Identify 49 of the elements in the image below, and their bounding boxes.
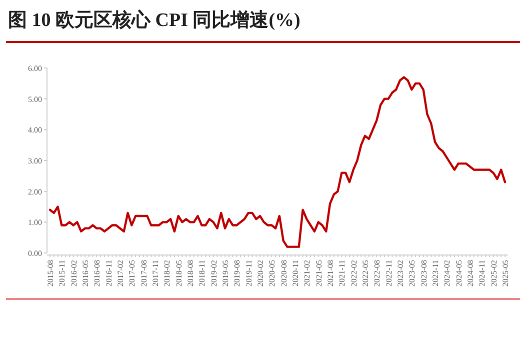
x-tick-label: 2017-08	[139, 260, 148, 287]
x-tick-label: 2019-08	[232, 260, 242, 287]
x-tick-label: 2019-11	[244, 260, 254, 286]
x-tick-label: 2024-08	[466, 260, 475, 287]
x-tick-label: 2022-11	[384, 260, 394, 286]
x-tick-label: 2020-08	[279, 260, 288, 287]
x-tick-label: 2017-11	[151, 260, 160, 286]
x-tick-label: 2025-02	[489, 260, 498, 287]
x-tick-label: 2019-05	[221, 260, 230, 287]
x-tick-label: 2017-02	[116, 260, 125, 287]
x-tick-label: 2016-08	[92, 260, 102, 287]
x-tick-label: 2021-11	[338, 260, 347, 286]
x-tick-label: 2018-11	[198, 260, 207, 286]
x-tick-label: 2015-08	[46, 260, 55, 287]
y-tick-label: 0.00	[28, 249, 42, 258]
x-tick-label: 2020-05	[268, 260, 277, 287]
x-tick-label: 2016-05	[81, 260, 90, 287]
x-tick-label: 2021-02	[302, 260, 312, 287]
x-tick-label: 2023-02	[396, 260, 405, 287]
x-tick-label: 2016-11	[104, 260, 114, 286]
y-tick-label: 2.00	[28, 187, 42, 196]
x-tick-label: 2022-02	[349, 260, 358, 287]
x-tick-label: 2023-05	[408, 260, 417, 287]
x-tick-label: 2018-02	[162, 260, 172, 287]
y-tick-label: 5.00	[28, 94, 42, 104]
x-tick-label: 2025-05	[501, 260, 510, 287]
x-tick-label: 2024-02	[442, 260, 452, 287]
line-series	[48, 76, 506, 248]
x-tick-label: 2023-11	[431, 260, 440, 286]
x-tick-label: 2024-11	[478, 260, 487, 286]
x-tick-label: 2018-08	[186, 260, 195, 287]
x-tick-label: 2016-02	[69, 260, 78, 287]
x-tick-label: 2023-08	[419, 260, 428, 287]
x-tick-label: 2022-08	[372, 260, 382, 287]
x-tick-label: 2020-02	[256, 260, 265, 287]
y-tick-label: 4.00	[28, 126, 42, 135]
x-tick-label: 2018-05	[174, 260, 184, 287]
x-tick-label: 2019-02	[209, 260, 218, 287]
x-tick-label: 2022-05	[361, 260, 370, 287]
x-tick-label: 2020-11	[291, 260, 300, 286]
x-tick-label: 2017-05	[128, 260, 137, 287]
x-tick-label: 2021-08	[326, 260, 335, 287]
x-tick-label: 2021-05	[314, 260, 324, 287]
x-tick-label: 2024-05	[454, 260, 464, 287]
y-tick-label: 3.00	[28, 156, 42, 166]
x-tick-label: 2015-11	[58, 260, 67, 286]
y-tick-label: 6.00	[28, 64, 42, 73]
chart-title: 图 10 欧元区核心 CPI 同比增速(%)	[8, 9, 300, 31]
y-tick-label: 1.00	[28, 218, 42, 228]
